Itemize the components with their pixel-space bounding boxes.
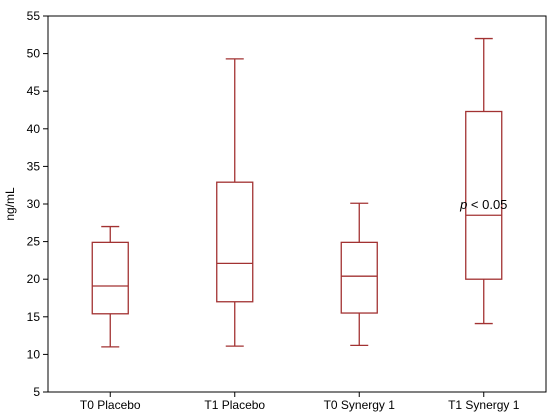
y-tick-label: 20: [27, 272, 41, 286]
y-tick-label: 15: [27, 310, 41, 324]
x-tick-label: T0 Placebo: [80, 398, 141, 412]
y-tick-label: 50: [27, 47, 41, 61]
box-t1-placebo: [216, 58, 254, 347]
iqr-box: [216, 181, 254, 303]
y-tick-label: 35: [27, 159, 41, 173]
significance-annotation: p < 0.05: [459, 197, 507, 212]
iqr-box: [340, 241, 378, 314]
y-tick-label: 45: [27, 84, 41, 98]
y-tick-label: 10: [27, 347, 41, 361]
box-t0-synergy-1: [340, 202, 378, 347]
x-axis-ticks: T0 Placebo T1 Placebo T0 Synergy 1 T1 Syner…: [80, 392, 520, 412]
y-tick-label: 40: [27, 122, 41, 136]
boxes: [91, 37, 503, 348]
y-axis-label: ng/mL: [3, 187, 17, 221]
x-tick-label: T1 Placebo: [204, 398, 265, 412]
y-tick-label: 5: [33, 385, 40, 399]
annotation-text: < 0.05: [467, 197, 507, 212]
y-tick-label: 25: [27, 235, 41, 249]
y-tick-label: 55: [27, 9, 41, 23]
box-t1-synergy-1: [465, 37, 503, 325]
x-tick-label: T0 Synergy 1: [324, 398, 396, 412]
x-tick-label: T1 Synergy 1: [448, 398, 520, 412]
box-t0-placebo: [91, 225, 129, 348]
y-tick-label: 30: [27, 197, 41, 211]
iqr-box: [465, 110, 503, 280]
annotation-p: p: [459, 197, 467, 212]
iqr-box: [91, 241, 129, 315]
y-axis-ticks: 5 10 15 20 25 30 35 40 45 50 55: [27, 9, 48, 399]
